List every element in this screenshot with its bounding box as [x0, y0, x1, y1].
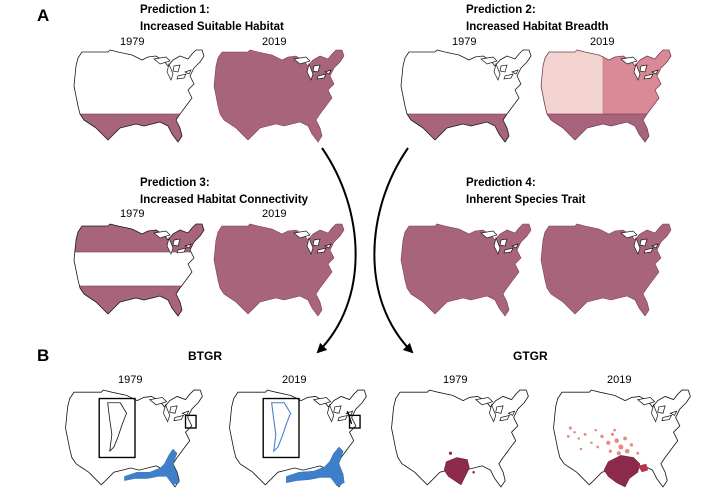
prediction-1-title: Prediction 1: Increased Suitable Habitat — [140, 2, 284, 36]
gtgr-label: GTGR — [513, 349, 548, 363]
prediction-2-map-1979 — [400, 49, 532, 143]
prediction-3-map-1979 — [73, 223, 205, 317]
prediction-3-year-left: 1979 — [120, 208, 145, 220]
prediction-3-title-line1: Prediction 3: — [140, 177, 210, 189]
gtgr-year-right: 2019 — [607, 374, 632, 386]
btgr-map-1979 — [64, 389, 203, 488]
zoom-box — [184, 414, 197, 429]
arrow-to-btgr — [316, 147, 357, 354]
prediction-2-title-line2: Increased Habitat Breadth — [466, 21, 609, 33]
panel-a-label: A — [37, 6, 50, 25]
prediction-4-title-line1: Prediction 4: — [466, 177, 536, 189]
prediction-4-title: Prediction 4: Inherent Species Trait — [466, 175, 586, 209]
zoom-box — [348, 414, 361, 429]
prediction-1-map-1979 — [73, 49, 205, 143]
prediction-2-title: Prediction 2: Increased Habitat Breadth — [466, 2, 609, 36]
prediction-4-title-line2: Inherent Species Trait — [466, 194, 586, 206]
prediction-2-year-right: 2019 — [590, 36, 615, 48]
inset-box — [98, 397, 136, 459]
panel-b-label: B — [37, 346, 50, 365]
arrow-to-gtgr — [373, 147, 414, 354]
prediction-2-year-left: 1979 — [452, 36, 477, 48]
prediction-2-title-line1: Prediction 2: — [466, 4, 536, 16]
gtgr-map-1979 — [390, 389, 529, 488]
btgr-label: BTGR — [188, 349, 222, 363]
prediction-2-map-2019 — [540, 49, 672, 143]
btgr-map-2019 — [229, 389, 367, 488]
btgr-year-left: 1979 — [118, 374, 143, 386]
prediction-1-title-line1: Prediction 1: — [140, 4, 210, 16]
prediction-3-year-right: 2019 — [262, 208, 287, 220]
gtgr-map-2019 — [552, 389, 691, 488]
btgr-year-right: 2019 — [282, 374, 307, 386]
prediction-1-year-left: 1979 — [120, 36, 145, 48]
prediction-1-year-right: 2019 — [262, 36, 287, 48]
prediction-3-title: Prediction 3: Increased Habitat Connecti… — [140, 175, 308, 209]
gtgr-year-left: 1979 — [443, 374, 468, 386]
inset-box — [262, 397, 300, 459]
prediction-1-title-line2: Increased Suitable Habitat — [140, 21, 284, 33]
prediction-3-title-line2: Increased Habitat Connectivity — [140, 194, 309, 206]
